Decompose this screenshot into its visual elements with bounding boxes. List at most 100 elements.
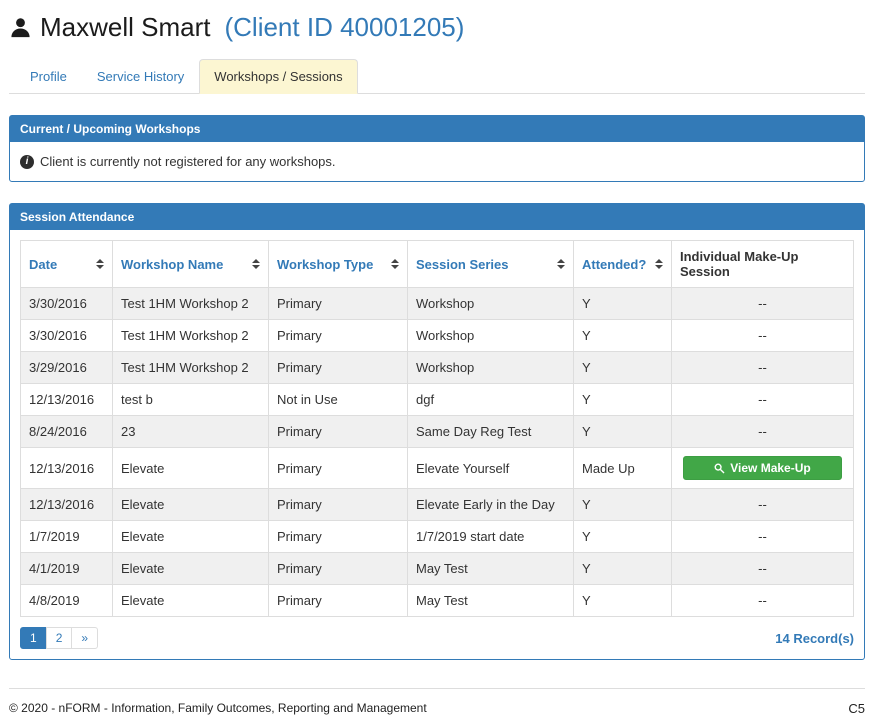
no-workshops-message: Client is currently not registered for a… <box>40 154 336 169</box>
cell-attended: Y <box>573 319 672 352</box>
view-makeup-button[interactable]: View Make-Up <box>683 456 842 480</box>
cell-date: 12/13/2016 <box>20 383 113 416</box>
cell-attended: Y <box>573 488 672 521</box>
table-row: 12/13/2016 Elevate Primary Elevate Yourself… <box>20 447 854 489</box>
cell-date: 3/30/2016 <box>20 287 113 320</box>
cell-makeup-session: -- <box>671 552 854 585</box>
table-row: 12/13/2016 test b Not in Use dgf Y -- <box>20 383 854 416</box>
cell-session-series: Workshop <box>407 351 574 384</box>
upcoming-workshops-panel-title: Current / Upcoming Workshops <box>10 116 864 142</box>
column-header-makeup-session: Individual Make-Up Session <box>671 240 854 288</box>
cell-workshop-type: Primary <box>268 447 408 489</box>
table-row: 3/29/2016 Test 1HM Workshop 2 Primary Works… <box>20 351 854 384</box>
cell-workshop-type: Primary <box>268 287 408 320</box>
cell-attended: Y <box>573 383 672 416</box>
table-header-row: Date Workshop Name Workshop Type Se <box>20 240 854 288</box>
no-workshops-message-line: Client is currently not registered for a… <box>20 152 854 171</box>
cell-date: 4/1/2019 <box>20 552 113 585</box>
cell-makeup-session: -- <box>671 287 854 320</box>
sort-icon <box>252 259 260 269</box>
cell-makeup-session: -- <box>671 488 854 521</box>
sort-icon <box>557 259 565 269</box>
table-footer: 1 2» 14 Record(s) <box>20 627 854 649</box>
cell-date: 8/24/2016 <box>20 415 113 448</box>
cell-session-series: Elevate Early in the Day <box>407 488 574 521</box>
attendance-table-body: 3/30/2016 Test 1HM Workshop 2 Primary Works… <box>20 287 854 617</box>
session-attendance-table: Date Workshop Name Workshop Type Se <box>20 240 854 617</box>
cell-session-series: Elevate Yourself <box>407 447 574 489</box>
cell-makeup-session: View Make-Up <box>671 447 854 489</box>
session-attendance-panel-body: Date Workshop Name Workshop Type Se <box>10 230 864 659</box>
cell-workshop-name: Test 1HM Workshop 2 <box>112 319 269 352</box>
info-icon <box>20 154 34 169</box>
pagination-button[interactable]: 2 <box>45 627 73 649</box>
cell-attended: Y <box>573 415 672 448</box>
record-count: 14 Record(s) <box>775 630 854 646</box>
pagination: 1 2» <box>20 627 99 649</box>
cell-workshop-name: Elevate <box>112 520 269 553</box>
cell-workshop-name: Elevate <box>112 447 269 489</box>
cell-attended: Y <box>573 584 672 617</box>
table-row: 12/13/2016 Elevate Primary Elevate Early in… <box>20 488 854 521</box>
copyright-text: © 2020 - nFORM - Information, Family Out… <box>9 701 427 715</box>
cell-makeup-session: -- <box>671 520 854 553</box>
cell-workshop-type: Primary <box>268 520 408 553</box>
cell-workshop-type: Not in Use <box>268 383 408 416</box>
tab-profile[interactable]: Profile <box>30 69 67 84</box>
cell-date: 4/8/2019 <box>20 584 113 617</box>
column-header-workshop-type[interactable]: Workshop Type <box>268 240 408 288</box>
cell-attended: Y <box>573 287 672 320</box>
table-row: 1/7/2019 Elevate Primary 1/7/2019 start dat… <box>20 520 854 553</box>
tab-service-history[interactable]: Service History <box>96 69 185 84</box>
cell-workshop-name: Elevate <box>112 552 269 585</box>
table-row: 8/24/2016 23 Primary Same Day Reg Test Y -- <box>20 415 854 448</box>
client-name: Maxwell Smart <box>40 12 211 42</box>
cell-workshop-name: 23 <box>112 415 269 448</box>
cell-session-series: Same Day Reg Test <box>407 415 574 448</box>
person-icon <box>9 16 32 39</box>
column-header-attended[interactable]: Attended? <box>573 240 672 288</box>
version-label: C5 <box>848 701 865 716</box>
cell-session-series: May Test <box>407 584 574 617</box>
cell-workshop-name: Test 1HM Workshop 2 <box>112 351 269 384</box>
pagination-button[interactable]: » <box>71 627 99 649</box>
tab-workshops-sessions[interactable]: Workshops / Sessions <box>199 59 358 94</box>
sort-icon <box>391 259 399 269</box>
cell-workshop-name: Test 1HM Workshop 2 <box>112 287 269 320</box>
column-header-date[interactable]: Date <box>20 240 113 288</box>
sort-icon <box>96 259 104 269</box>
cell-workshop-name: Elevate <box>112 584 269 617</box>
cell-workshop-type: Primary <box>268 351 408 384</box>
cell-workshop-type: Primary <box>268 488 408 521</box>
cell-workshop-type: Primary <box>268 319 408 352</box>
cell-workshop-type: Primary <box>268 584 408 617</box>
cell-attended: Y <box>573 520 672 553</box>
column-header-session-series[interactable]: Session Series <box>407 240 574 288</box>
cell-date: 3/30/2016 <box>20 319 113 352</box>
pagination-button[interactable]: 1 <box>20 627 47 649</box>
cell-makeup-session: -- <box>671 351 854 384</box>
table-row: 4/1/2019 Elevate Primary May Test Y -- <box>20 552 854 585</box>
upcoming-workshops-panel-body: Client is currently not registered for a… <box>10 142 864 181</box>
cell-workshop-name: test b <box>112 383 269 416</box>
table-row: 4/8/2019 Elevate Primary May Test Y -- <box>20 584 854 617</box>
cell-workshop-type: Primary <box>268 552 408 585</box>
client-id: (Client ID 40001205) <box>224 12 465 42</box>
cell-workshop-name: Elevate <box>112 488 269 521</box>
cell-attended: Y <box>573 552 672 585</box>
cell-makeup-session: -- <box>671 383 854 416</box>
upcoming-workshops-panel: Current / Upcoming Workshops Client is c… <box>9 115 865 182</box>
cell-attended: Made Up <box>573 447 672 489</box>
cell-session-series: dgf <box>407 383 574 416</box>
cell-makeup-session: -- <box>671 415 854 448</box>
session-attendance-panel: Session Attendance Date Workshop Name <box>9 203 865 660</box>
cell-makeup-session: -- <box>671 319 854 352</box>
sort-icon <box>655 259 663 269</box>
cell-date: 12/13/2016 <box>20 488 113 521</box>
cell-session-series: May Test <box>407 552 574 585</box>
column-header-workshop-name[interactable]: Workshop Name <box>112 240 269 288</box>
cell-workshop-type: Primary <box>268 415 408 448</box>
page-footer: © 2020 - nFORM - Information, Family Out… <box>9 688 865 726</box>
session-attendance-panel-title: Session Attendance <box>10 204 864 230</box>
